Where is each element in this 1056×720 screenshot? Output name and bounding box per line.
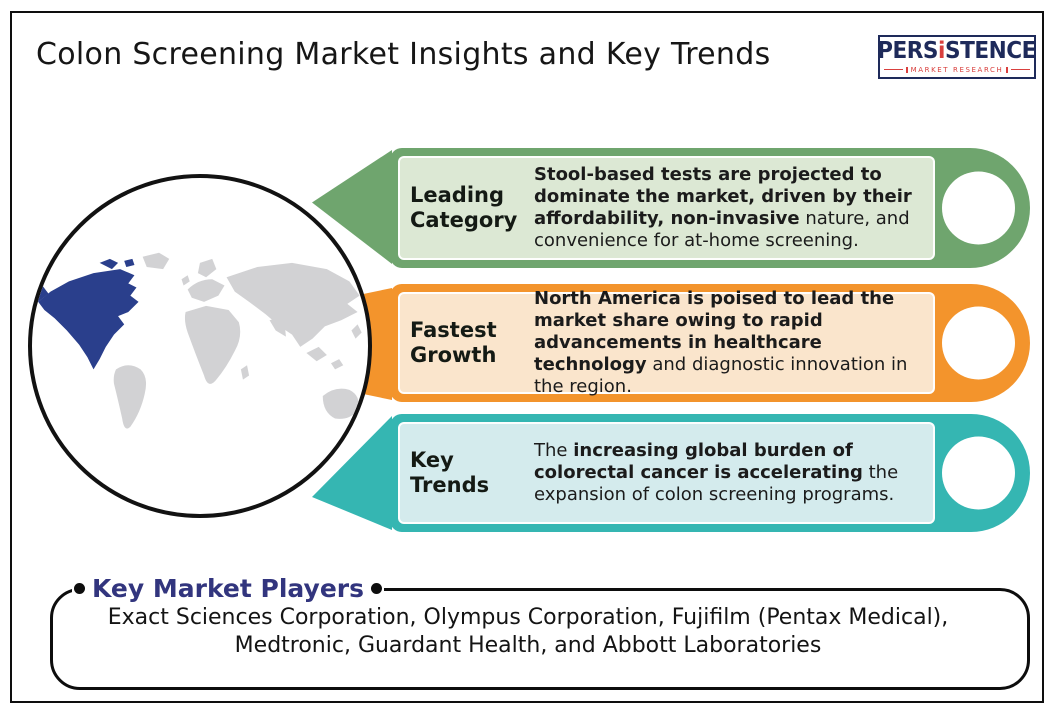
tagline-tick-right [1006,66,1009,73]
region-greenland [142,252,170,270]
banner-cap-circle [942,171,1015,245]
key-players-companies: Exact Sciences Corporation, Olympus Corp… [107,605,949,659]
brand-tagline: MARKET RESEARCH [884,65,1031,74]
key-players-title: Key Market Players [72,571,384,605]
region-australia [322,388,359,419]
banner-cap-circle [942,436,1015,510]
region-north-america-highlighted [38,269,139,370]
banner-text: North America is poised to lead the mark… [534,288,936,398]
banner-label: Fastest Growth [410,318,497,367]
key-players-dot-left [74,582,85,594]
brand-wordmark: PERSiSTENCE [877,37,1037,64]
banner-leading-category: Leading Category Stool-based tests are p… [390,148,1030,268]
banner-text-pre: The [534,440,574,462]
region-uk [181,275,190,286]
region-japan [351,324,362,339]
page-title: Colon Screening Market Insights and Key … [36,37,771,72]
brand-wordmark-i: i [938,37,946,64]
banner-label: Key Trends [410,448,490,497]
key-players-dot-right [371,582,382,594]
tagline-line-left [884,69,903,70]
brand-wordmark-post: STENCE [945,37,1037,64]
region-india [269,316,286,337]
region-alaska [32,285,49,302]
key-players-box [50,588,1030,690]
brand-wordmark-pre: PERS [877,37,939,64]
region-indonesia [330,359,344,370]
banner-label: Leading Category [410,183,518,232]
banner-cap-circle [942,306,1015,380]
brand-logo: PERSiSTENCE MARKET RESEARCH [877,35,1037,79]
banner-text-bold: North America is poised to lead the mark… [534,288,895,375]
key-players-title-text: Key Market Players [92,573,364,603]
world-globe [28,174,372,518]
region-asia [226,262,360,347]
banner-text-bold: Stool-based tests are projected to domin… [534,164,912,229]
world-map [32,252,368,429]
tagline-line-right [1011,69,1031,70]
banner-text-regular: and diagnostic innovation in the region. [534,353,908,397]
banner-key-trends: Key Trends The increasing global burden … [390,414,1030,532]
banner-key-trends-panel: Key Trends The increasing global burden … [398,422,935,524]
tagline-text: MARKET RESEARCH [910,65,1004,74]
region-new-zealand [367,426,368,428]
region-africa [184,305,241,384]
banner-text: Stool-based tests are projected to domin… [534,164,936,252]
region-south-america [113,365,147,429]
banner-text: The increasing global burden of colorect… [534,440,936,506]
banner-text-regular: the expansion of colon screening program… [534,462,899,505]
region-europe [187,279,225,302]
banner-leading-category-panel: Leading Category Stool-based tests are p… [398,156,935,260]
region-canadian-islands-1 [99,258,119,270]
region-scandinavia [197,258,217,278]
region-southeast-asia [306,346,327,362]
page-border-frame [10,11,1044,703]
region-madagascar [240,365,250,380]
banner-fastest-growth-panel: Fastest Growth North America is poised t… [398,288,935,397]
region-canadian-islands-2 [124,258,135,268]
banner-text-bold: increasing global burden of colorectal c… [534,440,863,484]
banner-fastest-growth: Fastest Growth North America is poised t… [390,284,1030,402]
tagline-tick-left [905,66,908,73]
banner-text-regular: nature, and convenience for at-home scre… [534,208,910,251]
